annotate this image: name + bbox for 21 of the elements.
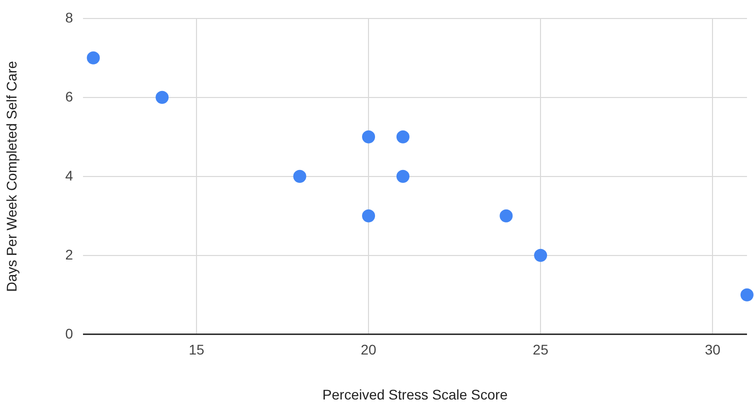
point (396, 130, 410, 144)
y-tick-label: 0 (65, 325, 74, 342)
y-tick-label: 4 (65, 167, 74, 184)
y-tick-label: 8 (65, 9, 74, 26)
point (156, 90, 169, 104)
x-tick-label: 20 (360, 342, 377, 358)
y-tick-label: 6 (65, 88, 74, 104)
point (396, 170, 410, 183)
point (86, 51, 100, 64)
x-tick-label: 15 (188, 342, 205, 358)
y-axis-title: Days Per Week Completed Self Care (3, 60, 20, 292)
x-axis-title: Perceived Stress Scale Score (322, 386, 508, 402)
point (362, 209, 376, 222)
point (740, 288, 754, 302)
point (500, 209, 513, 222)
point (534, 248, 548, 262)
point (362, 130, 376, 144)
x-tick-label: 25 (532, 342, 549, 358)
y-tick-label: 2 (65, 246, 74, 262)
point (293, 170, 306, 183)
x-tick-label: 30 (704, 342, 721, 358)
